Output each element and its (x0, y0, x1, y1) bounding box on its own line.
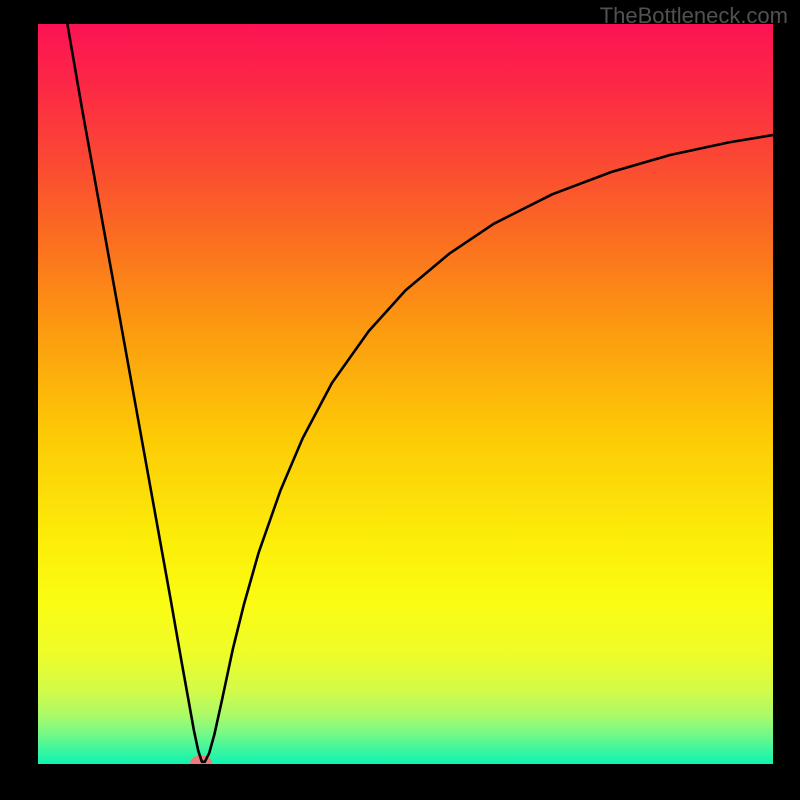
bottleneck-curve (67, 24, 773, 762)
chart-container: TheBottleneck.com (0, 0, 800, 800)
watermark-text: TheBottleneck.com (600, 3, 788, 29)
curve-layer (38, 24, 773, 764)
